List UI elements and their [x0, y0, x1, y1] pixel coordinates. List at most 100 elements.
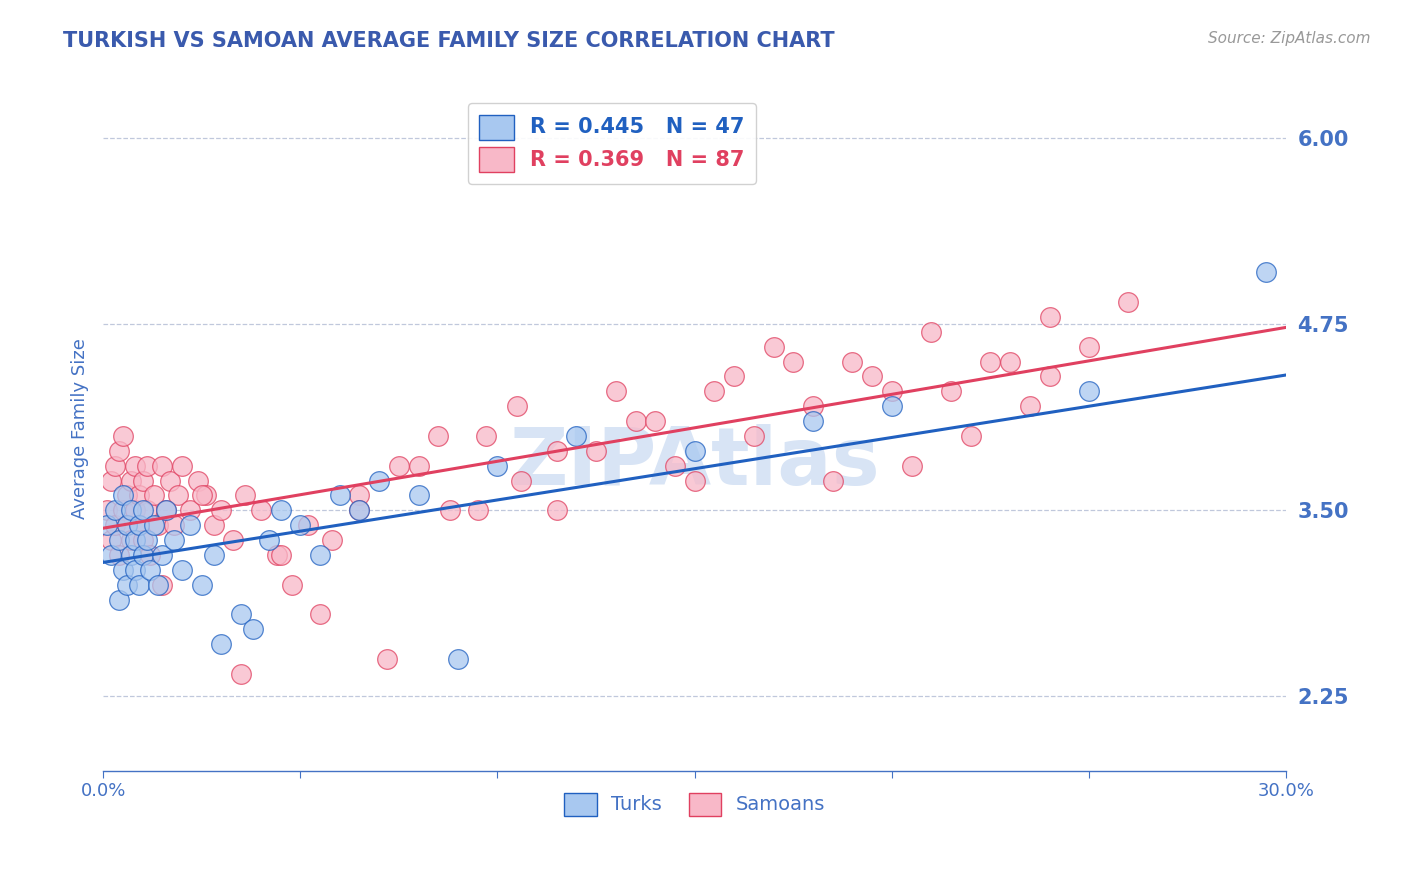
Point	[860, 369, 883, 384]
Point	[900, 458, 922, 473]
Text: Source: ZipAtlas.com: Source: ZipAtlas.com	[1208, 31, 1371, 46]
Point	[120, 474, 142, 488]
Point	[104, 503, 127, 517]
Point	[242, 623, 264, 637]
Point	[281, 578, 304, 592]
Point	[100, 533, 122, 547]
Point	[257, 533, 280, 547]
Point	[349, 503, 371, 517]
Point	[167, 488, 190, 502]
Point	[128, 488, 150, 502]
Point	[1039, 310, 1062, 324]
Point	[624, 414, 647, 428]
Point	[170, 563, 193, 577]
Point	[880, 399, 903, 413]
Point	[139, 548, 162, 562]
Point	[1118, 295, 1140, 310]
Point	[427, 429, 450, 443]
Point	[349, 488, 371, 502]
Point	[128, 518, 150, 533]
Point	[96, 518, 118, 533]
Point	[187, 474, 209, 488]
Point	[1256, 265, 1278, 279]
Point	[801, 399, 824, 413]
Point	[329, 488, 352, 502]
Point	[841, 354, 863, 368]
Point	[124, 563, 146, 577]
Point	[100, 474, 122, 488]
Point	[782, 354, 804, 368]
Point	[163, 518, 186, 533]
Point	[202, 548, 225, 562]
Point	[150, 578, 173, 592]
Point	[115, 488, 138, 502]
Point	[1018, 399, 1040, 413]
Point	[104, 518, 127, 533]
Point	[155, 503, 177, 517]
Point	[143, 488, 166, 502]
Point	[998, 354, 1021, 368]
Point	[131, 503, 153, 517]
Y-axis label: Average Family Size: Average Family Size	[72, 338, 89, 519]
Point	[801, 414, 824, 428]
Point	[290, 518, 312, 533]
Point	[120, 503, 142, 517]
Point	[179, 503, 201, 517]
Point	[565, 429, 588, 443]
Point	[190, 488, 212, 502]
Point	[297, 518, 319, 533]
Point	[723, 369, 745, 384]
Point	[120, 548, 142, 562]
Point	[266, 548, 288, 562]
Point	[439, 503, 461, 517]
Point	[250, 503, 273, 517]
Point	[104, 458, 127, 473]
Point	[474, 429, 496, 443]
Point	[111, 503, 134, 517]
Text: ZIPAtlas: ZIPAtlas	[509, 424, 880, 501]
Point	[447, 652, 470, 666]
Point	[546, 503, 568, 517]
Point	[585, 443, 607, 458]
Point	[209, 503, 232, 517]
Point	[222, 533, 245, 547]
Point	[309, 607, 332, 622]
Point	[231, 667, 253, 681]
Point	[880, 384, 903, 399]
Point	[139, 563, 162, 577]
Point	[664, 458, 686, 473]
Legend: Turks, Samoans: Turks, Samoans	[557, 786, 832, 823]
Point	[159, 474, 181, 488]
Point	[131, 533, 153, 547]
Point	[1078, 340, 1101, 354]
Point	[605, 384, 627, 399]
Point	[131, 548, 153, 562]
Point	[762, 340, 785, 354]
Point	[233, 488, 256, 502]
Point	[1039, 369, 1062, 384]
Point	[170, 458, 193, 473]
Point	[111, 488, 134, 502]
Point	[124, 503, 146, 517]
Point	[143, 518, 166, 533]
Point	[506, 399, 529, 413]
Point	[349, 503, 371, 517]
Point	[120, 533, 142, 547]
Point	[939, 384, 962, 399]
Point	[408, 488, 430, 502]
Point	[148, 578, 170, 592]
Point	[163, 533, 186, 547]
Point	[209, 637, 232, 651]
Point	[108, 548, 131, 562]
Point	[368, 474, 391, 488]
Point	[190, 578, 212, 592]
Point	[486, 458, 509, 473]
Point	[108, 443, 131, 458]
Point	[467, 503, 489, 517]
Point	[683, 443, 706, 458]
Point	[96, 503, 118, 517]
Point	[644, 414, 666, 428]
Point	[115, 518, 138, 533]
Point	[111, 429, 134, 443]
Point	[111, 563, 134, 577]
